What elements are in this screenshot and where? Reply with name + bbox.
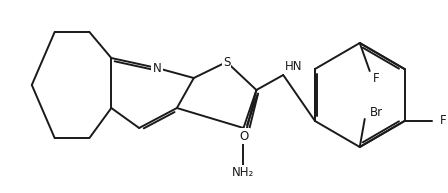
Text: F: F [373, 73, 379, 85]
Text: O: O [240, 130, 249, 142]
Text: N: N [153, 62, 161, 74]
Text: HN: HN [285, 60, 303, 74]
Text: Br: Br [370, 106, 383, 119]
Text: F: F [440, 114, 447, 128]
Text: NH₂: NH₂ [233, 167, 254, 179]
Text: S: S [223, 56, 230, 69]
